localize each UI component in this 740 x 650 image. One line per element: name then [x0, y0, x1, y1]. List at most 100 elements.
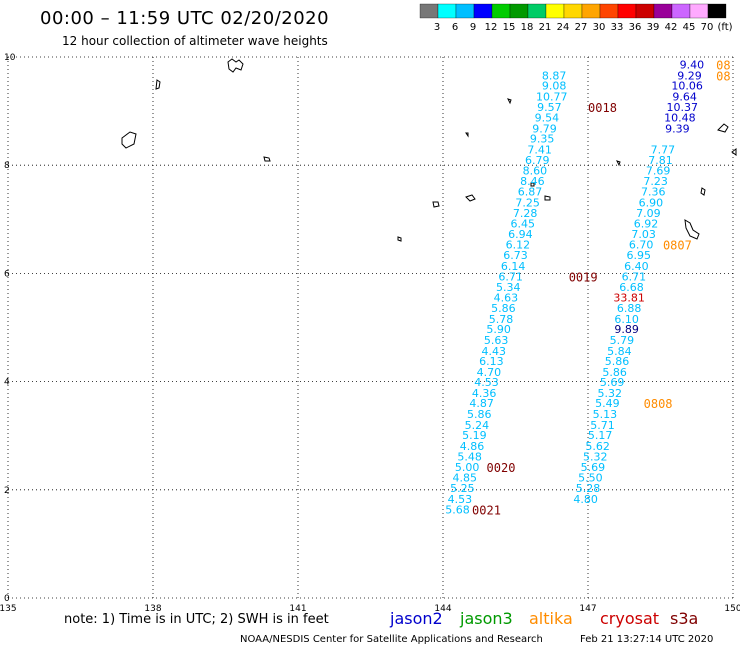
- legend-cryosat: cryosat: [600, 609, 660, 628]
- wave-height-label: 6.92: [634, 218, 659, 231]
- wave-height-label: 6.12: [506, 239, 531, 252]
- wave-height-label: 7.28: [513, 207, 538, 220]
- wave-height-label: 5.79: [610, 334, 635, 347]
- pass-time-label: 08: [716, 59, 730, 73]
- pass-time-label: 0807: [663, 239, 692, 253]
- pass-time-label: 08: [716, 69, 730, 83]
- wave-height-label: 7.77: [651, 144, 676, 157]
- wave-height-label: 9.08: [542, 80, 567, 93]
- page-title: 00:00 – 11:59 UTC 02/20/2020: [40, 8, 330, 29]
- wave-height-label: 8.46: [520, 175, 545, 188]
- wave-height-label: 5.86: [491, 302, 516, 315]
- wave-height-label: 10.06: [671, 80, 703, 93]
- wave-height-label: 8.87: [542, 69, 567, 82]
- wave-height-label: 4.43: [482, 345, 507, 358]
- footer-credit: NOAA/NESDIS Center for Satellite Applica…: [240, 634, 543, 645]
- coastline-island: [432, 201, 440, 208]
- wave-height-label: 33.81: [613, 292, 645, 305]
- colorbar-label: 70: [701, 22, 714, 33]
- x-tick-label: 147: [579, 604, 596, 614]
- coastline-island: [465, 132, 469, 138]
- wave-height-label: 7.03: [631, 228, 656, 241]
- wave-height-label: 5.24: [465, 419, 490, 432]
- y-tick-label: 8: [4, 161, 10, 171]
- wave-height-label: 5.32: [583, 450, 608, 463]
- wave-height-label: 5.63: [484, 334, 509, 347]
- y-tick-label: 0: [4, 594, 10, 604]
- coastline-island: [684, 219, 700, 240]
- x-tick-label: 141: [289, 604, 306, 614]
- x-tick-label: 138: [144, 604, 161, 614]
- y-tick-label: 10: [4, 53, 16, 63]
- wave-height-label: 5.32: [598, 387, 623, 400]
- wave-height-label: 4.87: [469, 397, 494, 410]
- coastline-island: [717, 123, 729, 133]
- coastline-island: [700, 187, 706, 196]
- legend-s3a: s3a: [670, 609, 699, 628]
- colorbar-label: 6: [452, 22, 458, 33]
- wave-height-label: 5.00: [455, 461, 480, 474]
- wave-height-label: 6.73: [503, 249, 528, 262]
- wave-height-label: 8.60: [523, 165, 548, 178]
- wave-height-label: 5.71: [590, 419, 615, 432]
- wave-height-label: 7.09: [636, 207, 661, 220]
- wave-height-label: 6.71: [498, 271, 523, 284]
- coastline-island: [616, 160, 621, 167]
- legend-altika: altika: [529, 609, 573, 628]
- wave-height-label: 5.69: [581, 461, 606, 474]
- wave-height-label: 9.89: [614, 323, 639, 336]
- y-tick-label: 6: [4, 269, 10, 279]
- wave-height-label: 6.10: [614, 313, 639, 326]
- wave-height-label: 5.34: [496, 281, 521, 294]
- coastline-island: [263, 156, 271, 162]
- page-subtitle: 12 hour collection of altimeter wave hei…: [62, 34, 328, 48]
- coastline-island: [507, 98, 512, 105]
- footer-timestamp: Feb 21 13:27:14 UTC 2020: [580, 634, 714, 645]
- wave-height-label: 7.23: [643, 175, 668, 188]
- colorbar-label: 12: [485, 22, 498, 33]
- coastline-island: [544, 195, 551, 201]
- wave-height-label: 5.68: [445, 503, 470, 516]
- wave-height-label: 5.17: [588, 429, 613, 442]
- altimeter-map: 135 138 141 144 147 15002468108.879.0810.779.…: [0, 53, 740, 614]
- wave-height-label: 5.19: [462, 429, 487, 442]
- wave-height-label: 9.57: [537, 101, 562, 114]
- colorbar-swatch: [707, 3, 727, 19]
- wave-height-label: 4.86: [460, 440, 485, 453]
- wave-height-label: 5.13: [593, 408, 618, 421]
- wave-height-label: 7.41: [527, 144, 552, 157]
- x-tick-label: 135: [0, 604, 17, 614]
- colorbar-label: 27: [575, 22, 588, 33]
- legend-jason3: jason3: [460, 609, 513, 628]
- pass-time-label: 0021: [472, 503, 501, 517]
- colorbar-label: 39: [647, 22, 660, 33]
- wave-height-label: 6.71: [622, 271, 647, 284]
- colorbar-label: 3: [434, 22, 440, 33]
- wave-height-label: 5.84: [607, 345, 632, 358]
- wave-height-label: 5.48: [457, 450, 482, 463]
- wave-height-label: 5.62: [585, 440, 610, 453]
- coastline-island: [227, 58, 244, 73]
- pass-time-label: 0018: [588, 101, 617, 115]
- wave-height-label: 10.48: [664, 112, 696, 125]
- wave-height-label: 6.70: [629, 239, 654, 252]
- coastline-island: [155, 79, 161, 90]
- wave-height-label: 5.90: [486, 323, 511, 336]
- wave-height-label: 7.25: [515, 197, 540, 210]
- colorbar-label: 33: [611, 22, 624, 33]
- wave-height-label: 9.29: [677, 69, 702, 82]
- wave-height-label: 5.78: [489, 313, 514, 326]
- wave-height-label: 7.36: [641, 186, 666, 199]
- wave-height-label: 5.86: [605, 355, 630, 368]
- x-tick-label: 150: [724, 604, 740, 614]
- wave-height-label: 6.95: [627, 249, 652, 262]
- wave-height-label: 5.69: [600, 376, 625, 389]
- wave-height-label: 5.86: [467, 408, 492, 421]
- wave-height-label: 6.13: [479, 355, 504, 368]
- wave-height-label: 5.86: [602, 366, 627, 379]
- wave-height-label: 9.64: [672, 90, 697, 103]
- wave-height-label: 10.77: [536, 90, 568, 103]
- wave-height-label: 4.53: [448, 493, 473, 506]
- colorbar-label: 30: [593, 22, 606, 33]
- colorbar-label: 9: [470, 22, 476, 33]
